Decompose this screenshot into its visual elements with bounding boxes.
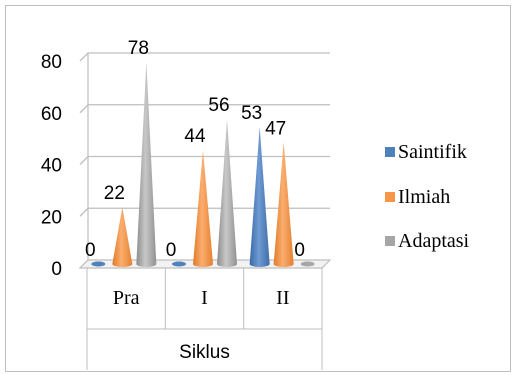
gridline	[79, 207, 330, 217]
y-tick-label: 80	[41, 52, 62, 73]
category-label: II	[276, 287, 289, 309]
legend-label: Ilmiah	[398, 186, 450, 208]
cone-mark	[112, 207, 133, 267]
legend-swatch	[385, 192, 395, 202]
data-label: 47	[265, 118, 286, 139]
data-label: 0	[166, 240, 177, 261]
x-axis-title: Siklus	[179, 342, 230, 363]
y-tick-label: 20	[41, 207, 62, 228]
data-label: 53	[241, 103, 262, 124]
cone-mark-zero	[172, 261, 186, 267]
data-labels: 0 0 53 22 44 47 78 56 0	[85, 38, 305, 261]
gridline	[79, 52, 330, 62]
category-label: I	[201, 287, 208, 309]
legend-swatch	[385, 236, 395, 246]
data-label: 44	[184, 126, 206, 147]
y-tick-label: 40	[41, 156, 62, 177]
chart-frame	[5, 5, 511, 372]
data-label: 0	[294, 240, 305, 261]
data-label: 78	[128, 38, 149, 59]
category-label: Pra	[113, 287, 140, 309]
gridline	[79, 155, 330, 165]
legend: Saintifik Ilmiah Adaptasi	[385, 141, 470, 252]
y-axis-ticks: 0 20 40 60 80	[41, 52, 62, 280]
cone-mark	[273, 142, 294, 267]
cone-mark	[193, 150, 213, 267]
data-label: 22	[104, 183, 125, 204]
cone-mark-zero	[91, 261, 106, 267]
legend-label: Adaptasi	[398, 230, 470, 252]
cone-mark-zero	[300, 261, 315, 267]
legend-label: Saintifik	[398, 141, 467, 163]
data-label: 56	[208, 95, 229, 116]
cone-mark	[136, 62, 157, 267]
y-tick-label: 0	[51, 259, 62, 280]
gridlines	[79, 52, 330, 217]
data-label: 0	[85, 240, 96, 261]
cone-mark	[249, 126, 270, 267]
gridline	[79, 104, 330, 114]
y-tick-label: 60	[41, 104, 62, 125]
cones	[91, 62, 315, 267]
legend-swatch	[385, 147, 395, 157]
cone-mark	[217, 119, 237, 267]
